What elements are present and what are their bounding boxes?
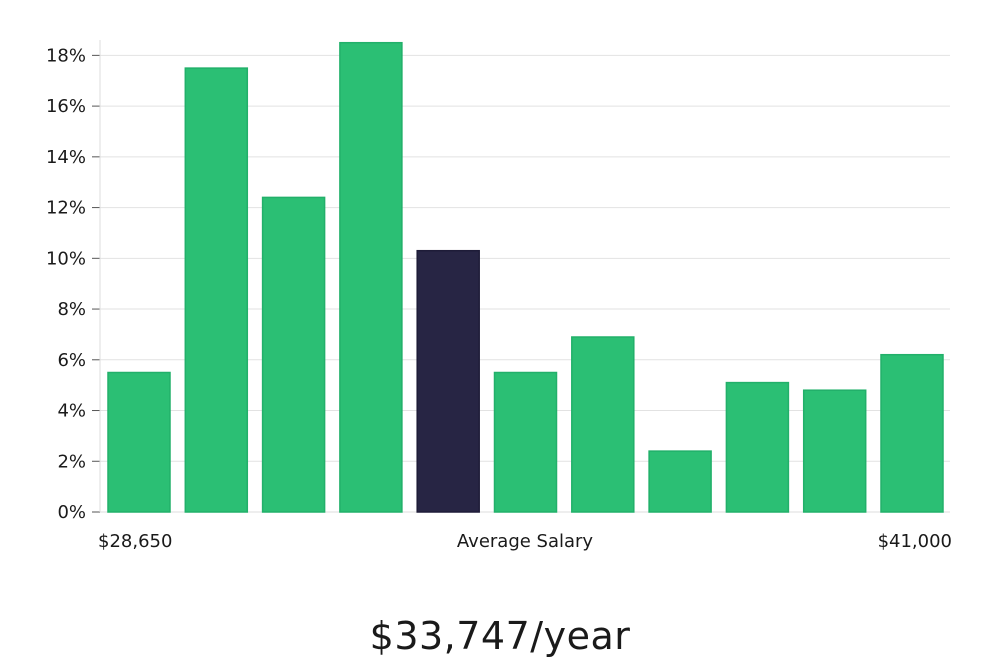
y-axis-ticks: 0% 2% 4% 6% 8% 10% 12% 14% 16% 18%: [46, 45, 100, 523]
y-tick-label: 16%: [46, 96, 86, 117]
bar: [802, 389, 867, 513]
y-tick-label: 18%: [46, 45, 86, 66]
y-tick-label: 2%: [57, 451, 86, 472]
y-tick-label: 4%: [57, 401, 86, 422]
x-min-label: $28,650: [98, 531, 172, 552]
x-max-label: $41,000: [878, 531, 952, 552]
average-salary-value: $33,747/year: [369, 614, 631, 658]
bar: [107, 371, 171, 513]
y-tick-label: 6%: [57, 350, 86, 371]
bar: [571, 336, 635, 513]
y-tick-label: 0%: [57, 502, 86, 523]
bar: [648, 450, 712, 513]
bar: [493, 371, 558, 513]
bar: [261, 196, 326, 513]
bar-highlighted: [416, 249, 480, 513]
bar: [880, 353, 944, 513]
y-tick-label: 12%: [46, 198, 86, 219]
y-tick-label: 8%: [57, 299, 86, 320]
y-tick-label: 10%: [46, 248, 86, 269]
y-tick-label: 14%: [46, 147, 86, 168]
bar: [339, 41, 403, 513]
x-axis-title: Average Salary: [457, 531, 594, 552]
salary-histogram: 0% 2% 4% 6% 8% 10% 12% 14% 16% 18% $28,650 Averag…: [46, 40, 952, 552]
bar: [184, 67, 249, 513]
bars: [107, 41, 944, 513]
bar: [725, 381, 790, 513]
